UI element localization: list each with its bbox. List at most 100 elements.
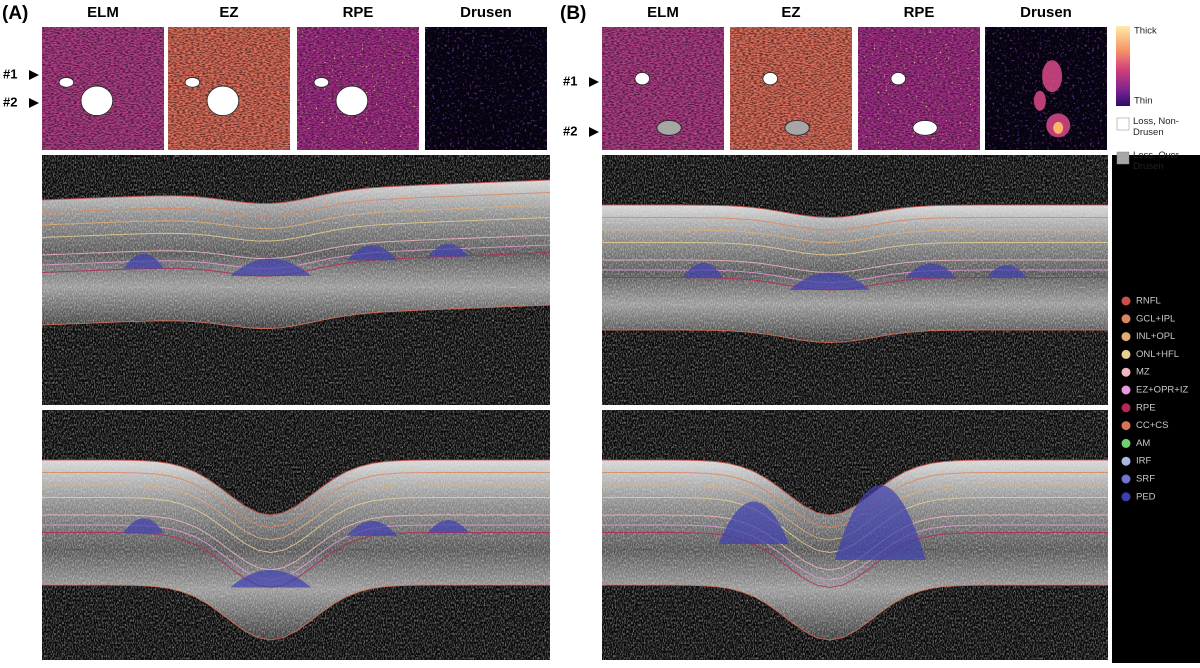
layer-boundary <box>42 514 550 571</box>
marker-arrow <box>589 127 599 137</box>
layer-swatch <box>1121 492 1131 502</box>
marker-label: #1 <box>563 73 577 88</box>
map-title: EZ <box>781 4 800 21</box>
oct-noise <box>42 155 550 405</box>
layer-label: PED <box>1136 491 1156 502</box>
loss-area <box>58 77 75 88</box>
layer-swatch <box>1121 474 1131 484</box>
layer-boundary <box>602 229 1108 244</box>
layer-boundary <box>41 304 551 329</box>
ped-region <box>905 263 957 279</box>
layer-label: ONL+HFL <box>1136 349 1179 360</box>
loss-swatch <box>1116 117 1130 131</box>
ped-region <box>718 501 790 545</box>
loss-label-box: Loss, Non-Drusen <box>1133 116 1179 138</box>
layer-label: AM <box>1136 438 1150 449</box>
loss-area <box>656 120 682 136</box>
layer-boundary <box>602 259 1108 274</box>
oct-scans <box>41 155 1108 660</box>
layer-label: GCL+IPL <box>1136 313 1175 324</box>
drusen-area <box>1033 90 1046 111</box>
layer-swatch <box>1121 296 1131 306</box>
layer-boundary <box>42 497 550 554</box>
loss-swatch <box>1116 151 1130 165</box>
loss-label-box: Loss, Over Drusen <box>1133 150 1179 172</box>
ped-region <box>229 258 312 276</box>
oct-noise <box>42 410 550 660</box>
panel-label: (A) <box>2 3 28 24</box>
map-title: ELM <box>87 4 119 21</box>
layer-swatch <box>1121 349 1131 359</box>
layer-boundary <box>602 329 1108 344</box>
ped-region <box>682 262 724 278</box>
loss-area <box>762 72 778 86</box>
layer-boundary <box>42 484 550 541</box>
layer-boundary <box>41 192 551 217</box>
layer-boundary <box>602 584 1108 641</box>
drusen-area <box>1042 60 1063 93</box>
ped-region <box>123 518 164 534</box>
layer-swatch <box>1121 367 1131 377</box>
map-title: RPE <box>904 4 935 21</box>
loss-area <box>313 77 330 88</box>
layer-boundary <box>41 234 551 259</box>
layer-label: RPE <box>1136 402 1156 413</box>
layer-swatch <box>1121 385 1131 395</box>
layer-boundary <box>42 584 550 641</box>
loss-label: Loss, Non-Drusen <box>1133 116 1179 138</box>
map-title: ELM <box>647 4 679 21</box>
layer-boundary <box>602 524 1108 581</box>
loss-label: Loss, Over Drusen <box>1133 150 1179 172</box>
loss-area <box>634 72 650 86</box>
layer-boundary <box>41 179 551 204</box>
layer-label: MZ <box>1136 367 1150 378</box>
layer-swatch <box>1121 421 1131 431</box>
colorbar <box>1116 26 1130 106</box>
map-title: Drusen <box>1020 4 1072 21</box>
colorbar-bottom: Thin <box>1134 96 1152 107</box>
marker-label: #1 <box>3 66 17 81</box>
map-noise <box>425 27 547 150</box>
ped-region <box>834 484 926 560</box>
ped-region <box>789 272 871 290</box>
ped-region <box>428 520 469 533</box>
ped-region <box>346 520 398 536</box>
map-title: EZ <box>219 4 238 21</box>
marker-arrow <box>29 70 39 80</box>
map-title: RPE <box>343 4 374 21</box>
marker-label: #2 <box>563 123 577 138</box>
loss-area <box>206 85 240 116</box>
layer-boundary <box>42 459 550 516</box>
drusen-peak <box>1053 121 1064 134</box>
layer-label: INL+OPL <box>1136 331 1175 342</box>
layer-boundary <box>42 472 550 529</box>
layer-label: CC+CS <box>1136 420 1168 431</box>
loss-area <box>184 77 201 88</box>
layer-boundary <box>602 204 1108 219</box>
layer-boundary <box>602 217 1108 231</box>
loss-area <box>890 72 906 86</box>
colorbar-top: Thick <box>1134 26 1157 37</box>
layer-swatch <box>1121 403 1131 413</box>
layer-label: EZ+OPR+IZ <box>1136 385 1188 396</box>
layer-boundary <box>602 459 1108 516</box>
loss-area <box>784 120 810 136</box>
ped-region <box>346 245 398 261</box>
marker-label: #2 <box>3 94 17 109</box>
marker-arrow <box>29 98 39 108</box>
loss-area <box>335 85 369 116</box>
map-title: Drusen <box>460 4 512 21</box>
layer-boundary <box>602 514 1108 571</box>
layer-boundary <box>42 524 550 581</box>
layer-swatch <box>1121 314 1131 324</box>
loss-area <box>912 120 938 136</box>
layer-label: SRF <box>1136 474 1155 485</box>
labels: (A) ELM EZ RPE Drusen #1 #2 (B) ELM EZ RPE Drusen #1… <box>2 3 1188 502</box>
ped-region <box>986 265 1028 278</box>
layer-boundary <box>41 217 551 242</box>
layer-boundary <box>602 532 1108 589</box>
layer-swatch <box>1121 332 1131 342</box>
loss-area <box>80 85 114 116</box>
